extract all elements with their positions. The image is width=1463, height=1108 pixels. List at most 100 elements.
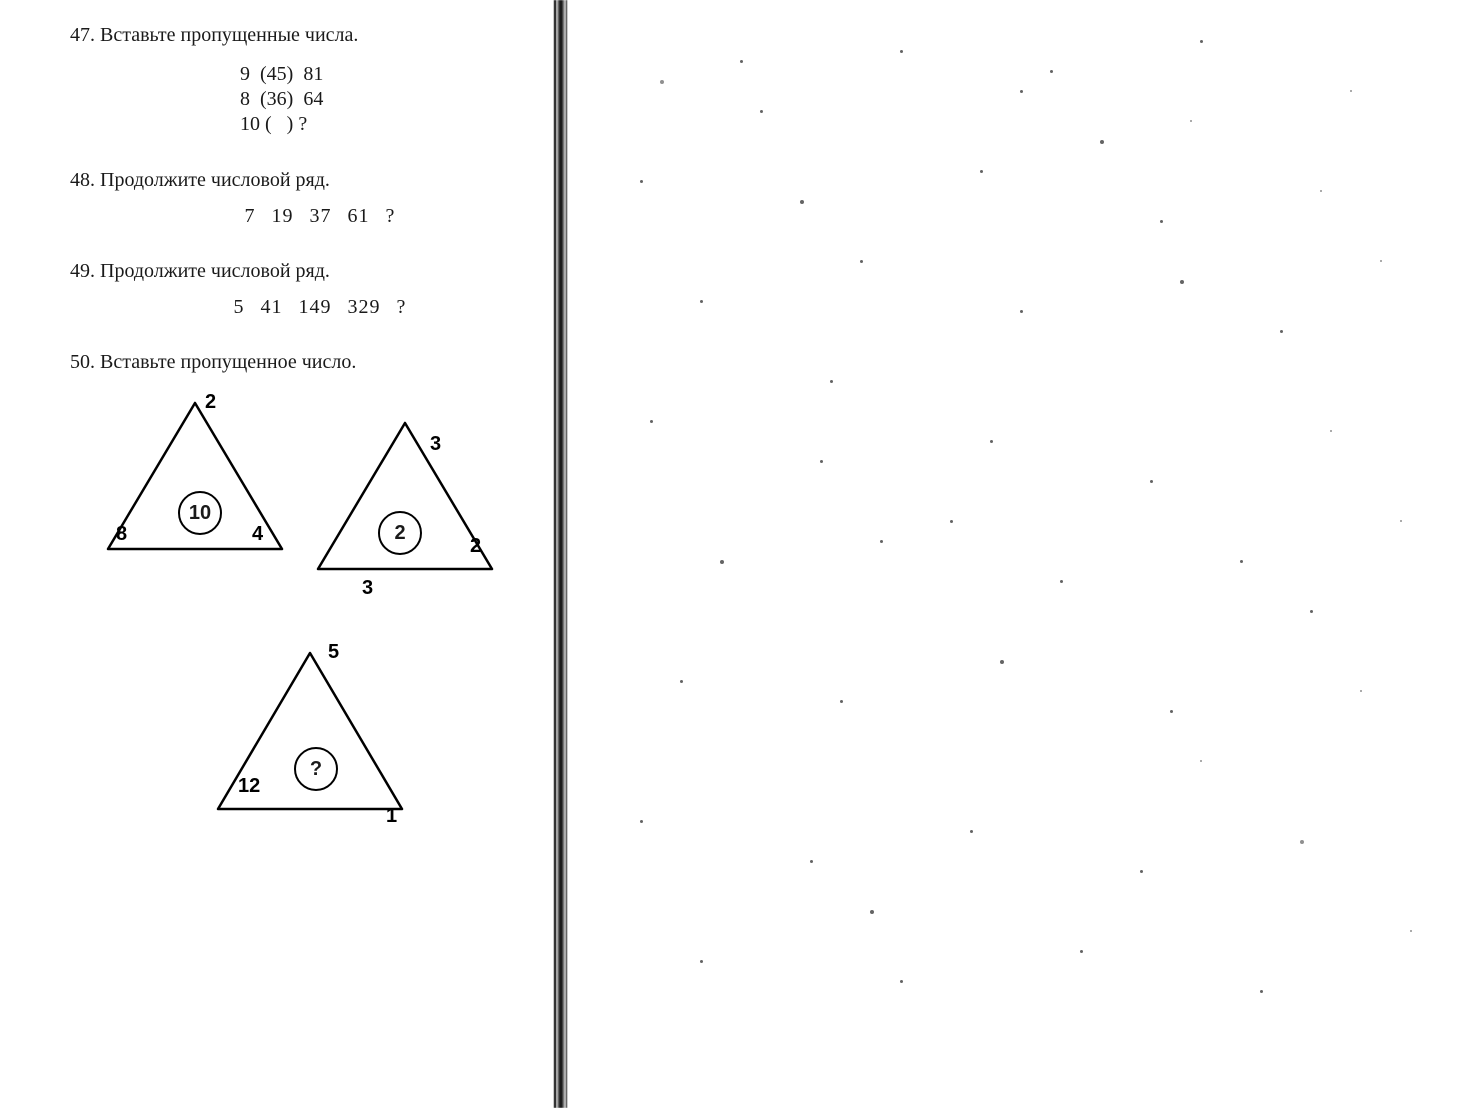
- noise-dot: [1280, 330, 1283, 333]
- tri-1-top-label: 2: [205, 391, 216, 414]
- noise-dot: [680, 680, 683, 683]
- tri-3: 5121?: [210, 645, 410, 825]
- noise-dot: [880, 540, 883, 543]
- left-page: 47. Вставьте пропущенные числа. 9 (45) 8…: [70, 20, 570, 943]
- q47-title-line: 47. Вставьте пропущенные числа.: [70, 20, 570, 50]
- scan-noise: [600, 0, 1463, 1108]
- q50-number: 50.: [70, 351, 95, 373]
- noise-dot: [1350, 90, 1352, 92]
- tri-1-right-label: 4: [252, 523, 263, 546]
- tri-3-right-label: 1: [386, 805, 397, 828]
- noise-dot: [800, 200, 804, 204]
- noise-dot: [640, 180, 643, 183]
- tri-2-center-circle: 2: [378, 511, 422, 555]
- q47-r0-a: 9: [240, 63, 250, 85]
- noise-dot: [1400, 520, 1402, 522]
- noise-dot: [740, 60, 743, 63]
- noise-dot: [660, 80, 664, 84]
- noise-dot: [1240, 560, 1243, 563]
- noise-dot: [1150, 480, 1153, 483]
- q47-r1-mid: (36): [260, 88, 293, 110]
- tri-2: 3322: [310, 415, 500, 585]
- q50-figures: 2841033225121?: [70, 395, 570, 915]
- noise-dot: [1180, 280, 1184, 284]
- noise-dot: [810, 860, 813, 863]
- question-50: 50. Вставьте пропущенное число. 28410332…: [70, 347, 570, 915]
- noise-dot: [830, 380, 833, 383]
- q47-r1-a: 8: [240, 88, 250, 110]
- noise-dot: [1260, 990, 1263, 993]
- noise-dot: [1080, 950, 1083, 953]
- noise-dot: [840, 700, 843, 703]
- noise-dot: [990, 440, 993, 443]
- q47-row-2: 10 ( ) ?: [240, 112, 570, 137]
- q47-row-1: 8 (36) 64: [240, 87, 570, 112]
- q48-title: Продолжите числовой ряд.: [100, 169, 330, 191]
- tri-3-shape: [210, 645, 410, 825]
- noise-dot: [970, 830, 973, 833]
- noise-dot: [1190, 120, 1192, 122]
- noise-dot: [1200, 760, 1202, 762]
- noise-dot: [860, 260, 863, 263]
- tri-1-center-circle: 10: [178, 491, 222, 535]
- noise-dot: [1000, 660, 1004, 664]
- q48-sequence: 7 19 37 61 ?: [70, 205, 570, 228]
- q47-r0-mid: (45): [260, 63, 293, 85]
- q49-title-line: 49. Продолжите числовой ряд.: [70, 256, 570, 286]
- noise-dot: [1310, 610, 1313, 613]
- tri-2-top-label: 3: [430, 433, 441, 456]
- noise-dot: [1100, 140, 1104, 144]
- tri-1: 28410: [100, 395, 290, 565]
- noise-dot: [1170, 710, 1173, 713]
- tri-3-top-label: 5: [328, 641, 339, 664]
- q49-number: 49.: [70, 260, 95, 282]
- noise-dot: [1320, 190, 1322, 192]
- tri-3-left-label: 12: [238, 775, 260, 798]
- q47-r0-b: 81: [303, 63, 323, 85]
- question-47: 47. Вставьте пропущенные числа. 9 (45) 8…: [70, 20, 570, 137]
- noise-dot: [820, 460, 823, 463]
- q48-title-line: 48. Продолжите числовой ряд.: [70, 165, 570, 195]
- noise-dot: [700, 300, 703, 303]
- noise-dot: [1020, 90, 1023, 93]
- noise-dot: [870, 910, 874, 914]
- q47-row-0: 9 (45) 81: [240, 62, 570, 87]
- q50-title: Вставьте пропущенное число.: [100, 351, 356, 373]
- tri-2-shape: [310, 415, 500, 585]
- tri-2-right-label: 2: [470, 535, 481, 558]
- noise-dot: [980, 170, 983, 173]
- tri-3-center-circle: ?: [294, 747, 338, 791]
- q47-r2-mid: ( ): [265, 113, 293, 135]
- noise-dot: [720, 560, 724, 564]
- q47-r2-a: 10: [240, 113, 260, 135]
- question-48: 48. Продолжите числовой ряд. 7 19 37 61 …: [70, 165, 570, 228]
- q49-sequence: 5 41 149 329 ?: [70, 296, 570, 319]
- noise-dot: [1360, 690, 1362, 692]
- q48-number: 48.: [70, 169, 95, 191]
- noise-dot: [1330, 430, 1332, 432]
- noise-dot: [640, 820, 643, 823]
- noise-dot: [900, 50, 903, 53]
- noise-dot: [1200, 40, 1203, 43]
- tri-1-left-label: 8: [116, 523, 127, 546]
- noise-dot: [760, 110, 763, 113]
- noise-dot: [1050, 70, 1053, 73]
- noise-dot: [950, 520, 953, 523]
- q47-number: 47.: [70, 24, 95, 46]
- q47-r2-b: ?: [298, 113, 307, 135]
- noise-dot: [1300, 840, 1304, 844]
- noise-dot: [900, 980, 903, 983]
- noise-dot: [700, 960, 703, 963]
- q49-title: Продолжите числовой ряд.: [100, 260, 330, 282]
- noise-dot: [1380, 260, 1382, 262]
- noise-dot: [650, 420, 653, 423]
- q47-number-grid: 9 (45) 81 8 (36) 64 10 ( ) ?: [240, 62, 570, 137]
- q47-r1-b: 64: [303, 88, 323, 110]
- q47-title: Вставьте пропущенные числа.: [100, 24, 358, 46]
- noise-dot: [1020, 310, 1023, 313]
- tri-2-left-label: 3: [362, 577, 373, 600]
- noise-dot: [1160, 220, 1163, 223]
- noise-dot: [1060, 580, 1063, 583]
- q50-title-line: 50. Вставьте пропущенное число.: [70, 347, 570, 377]
- noise-dot: [1140, 870, 1143, 873]
